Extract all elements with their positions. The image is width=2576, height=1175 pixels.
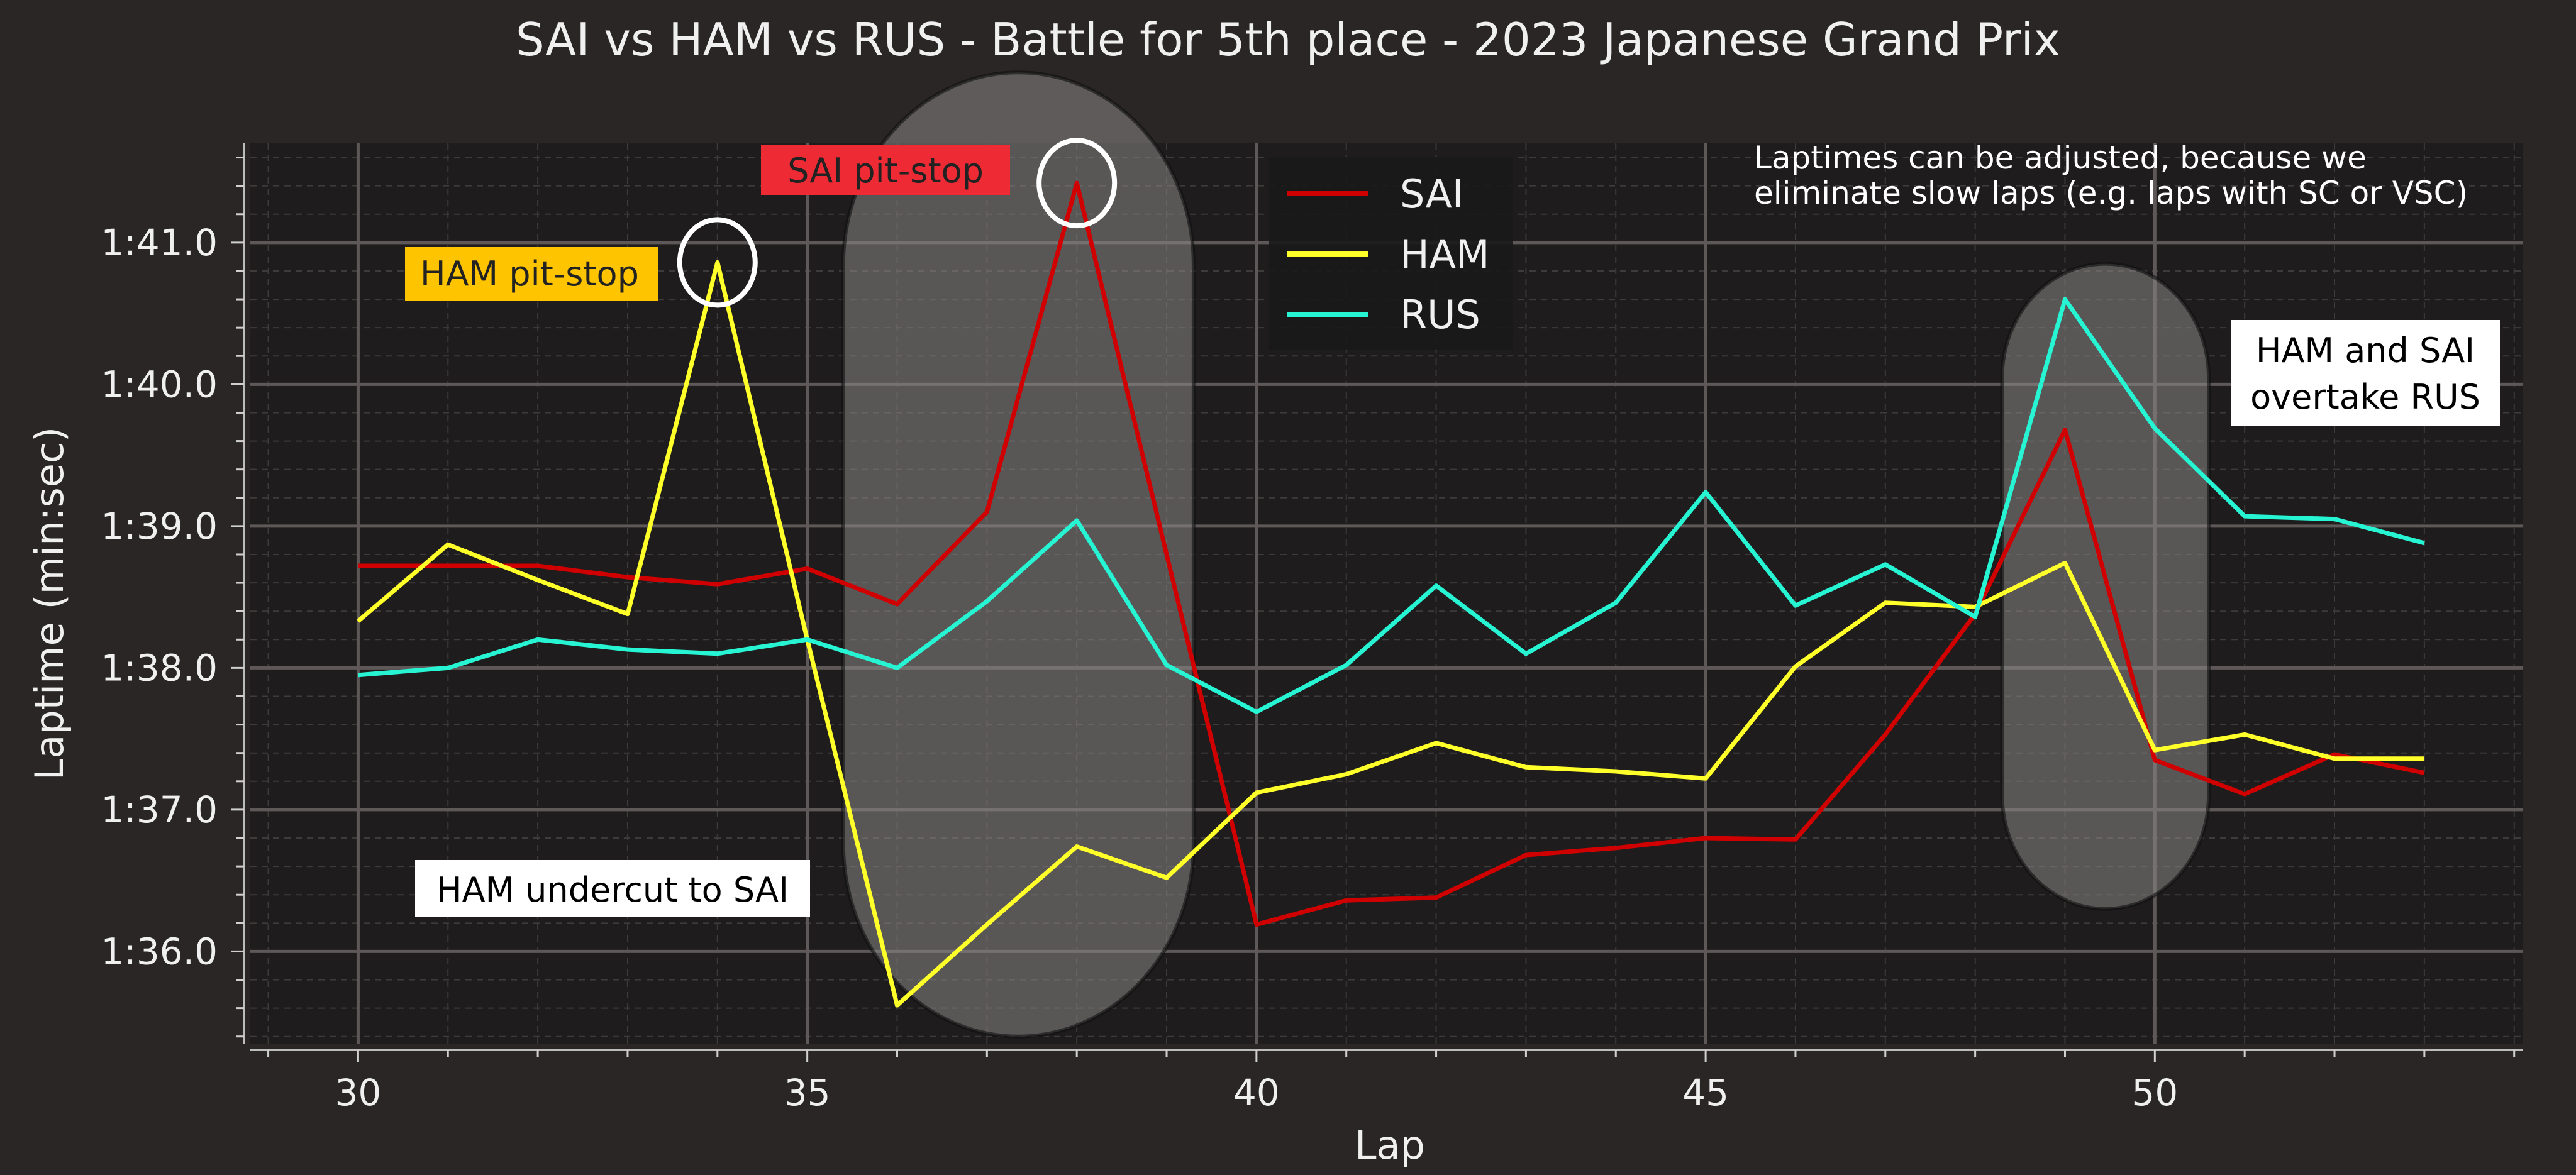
y-tick-label: 1:36.0 bbox=[101, 930, 218, 973]
ham-pit-stop-label: HAM pit-stop bbox=[420, 254, 639, 294]
axes: 30 35 40 45 50 1:36.0 1:37.0 1:38.0 1:39.0 1:40.0… bbox=[101, 143, 2523, 1114]
sai-pit-stop-label: SAI pit-stop bbox=[787, 151, 984, 190]
series-line-rus bbox=[358, 297, 2425, 714]
pit-stop-markers bbox=[677, 138, 1118, 308]
annotations: HAM pit-stop SAI pit-stop HAM undercut to … bbox=[405, 140, 2500, 917]
y-tick-label: 1:38.0 bbox=[101, 646, 218, 689]
sai-pit-stop-box bbox=[761, 145, 1010, 195]
chart-title: SAI vs HAM vs RUS - Battle for 5th place… bbox=[516, 13, 2060, 66]
undercut-box bbox=[415, 860, 810, 917]
y-tick-label: 1:41.0 bbox=[101, 221, 218, 264]
series-lines bbox=[357, 180, 2425, 1008]
ham-pit-stop-box bbox=[405, 247, 658, 301]
series-line-sai bbox=[358, 180, 2425, 927]
overtake-box bbox=[2231, 320, 2500, 426]
note-line: eliminate slow laps (e.g. laps with SC o… bbox=[1754, 175, 2468, 211]
x-tick-label: 50 bbox=[2131, 1071, 2178, 1114]
y-axis-label: Laptime (min:sec) bbox=[26, 427, 72, 780]
legend-label-ham: HAM bbox=[1400, 231, 1490, 277]
x-tick-label: 30 bbox=[335, 1071, 382, 1114]
x-axis-label: Lap bbox=[1355, 1122, 1425, 1168]
pit-stop-marker bbox=[1036, 138, 1118, 229]
highlight-region bbox=[841, 70, 1196, 1039]
y-tick-label: 1:40.0 bbox=[101, 363, 218, 405]
overtake-label-line: overtake RUS bbox=[2250, 377, 2480, 417]
pit-stop-marker bbox=[677, 217, 758, 308]
legend-label-sai: SAI bbox=[1400, 171, 1463, 217]
legend-label-rus: RUS bbox=[1400, 292, 1480, 338]
y-tick-label: 1:37.0 bbox=[101, 788, 218, 831]
y-tick-label: 1:39.0 bbox=[101, 505, 218, 548]
x-tick-label: 40 bbox=[1233, 1071, 1280, 1114]
x-tick-label: 35 bbox=[784, 1071, 831, 1114]
x-tick-label: 45 bbox=[1682, 1071, 1729, 1114]
undercut-label: HAM undercut to SAI bbox=[436, 870, 789, 910]
note-line: Laptimes can be adjusted, because we bbox=[1754, 140, 2367, 176]
legend: SAI HAM RUS bbox=[1269, 157, 1513, 350]
series-line-ham bbox=[357, 260, 2424, 1008]
overtake-label-line: HAM and SAI bbox=[2256, 331, 2475, 370]
